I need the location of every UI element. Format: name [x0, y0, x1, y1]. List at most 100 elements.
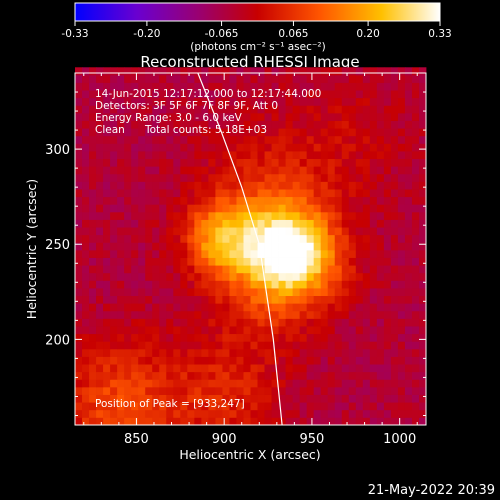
heatmap-cell [180, 158, 188, 167]
heatmap-cell [369, 82, 378, 91]
heatmap-cell [397, 333, 406, 342]
heatmap-cell [271, 67, 279, 76]
heatmap-cell [404, 379, 413, 388]
heatmap-cell [264, 158, 272, 167]
heatmap-cell [166, 379, 174, 388]
heatmap-cell [243, 386, 251, 395]
heatmap-cell [362, 211, 371, 220]
heatmap-cell [173, 242, 181, 251]
heatmap-cell [285, 333, 294, 342]
heatmap-cell [152, 318, 160, 327]
heatmap-cell [187, 333, 195, 342]
heatmap-cell [411, 128, 420, 137]
heatmap-cell [96, 74, 104, 83]
heatmap-cell [131, 318, 139, 327]
heatmap-cell [376, 341, 385, 350]
heatmap-cell [299, 242, 308, 251]
heatmap-cell [208, 272, 216, 281]
heatmap-cell [397, 234, 406, 243]
heatmap-cell [264, 204, 272, 213]
heatmap-cell [404, 211, 413, 220]
heatmap-cell [243, 280, 251, 289]
heatmap-cell [96, 249, 104, 258]
heatmap-cell [229, 90, 237, 99]
heatmap-cell [369, 249, 378, 258]
heatmap-cell [362, 417, 371, 426]
heatmap-cell [229, 181, 237, 190]
heatmap-cell [75, 371, 83, 380]
heatmap-cell [362, 67, 371, 76]
heatmap-cell [404, 242, 413, 251]
heatmap-cell [313, 356, 322, 365]
heatmap-cell [236, 234, 244, 243]
heatmap-cell [327, 257, 336, 266]
heatmap-cell [383, 379, 392, 388]
heatmap-cell [166, 417, 174, 426]
heatmap-cell [152, 151, 160, 160]
heatmap-cell [369, 196, 378, 205]
heatmap-cell [411, 249, 420, 258]
heatmap-cell [418, 74, 427, 83]
heatmap-cell [362, 135, 371, 144]
heatmap-cell [404, 219, 413, 228]
heatmap-cell [180, 265, 188, 274]
heatmap-cell [243, 265, 251, 274]
heatmap-cell [250, 166, 258, 175]
heatmap-cell [124, 409, 132, 418]
heatmap-cell [208, 356, 216, 365]
heatmap-cell [243, 204, 251, 213]
heatmap-cell [292, 265, 301, 274]
heatmap-cell [320, 181, 329, 190]
heatmap-cell [229, 364, 237, 373]
heatmap-cell [159, 341, 167, 350]
heatmap-cell [390, 333, 399, 342]
heatmap-cell [243, 356, 251, 365]
heatmap-cell [404, 295, 413, 304]
heatmap-cell [320, 394, 329, 403]
heatmap-cell [362, 105, 371, 114]
heatmap-cell [306, 386, 315, 395]
heatmap-cell [348, 257, 357, 266]
heatmap-cell [348, 181, 357, 190]
heatmap-cell [334, 257, 343, 266]
heatmap-cell [194, 189, 202, 198]
heatmap-cell [355, 280, 364, 289]
heatmap-cell [250, 234, 258, 243]
heatmap-cell [110, 303, 118, 312]
heatmap-cell [278, 257, 286, 266]
heatmap-cell [124, 120, 132, 129]
heatmap-cell [383, 90, 392, 99]
heatmap-cell [418, 219, 427, 228]
heatmap-cell [320, 310, 329, 319]
heatmap-cell [299, 288, 308, 297]
heatmap-cell [369, 189, 378, 198]
heatmap-cell [180, 364, 188, 373]
heatmap-cell [411, 318, 420, 327]
heatmap-cell [404, 158, 413, 167]
heatmap-cell [152, 135, 160, 144]
heatmap-cell [229, 310, 237, 319]
heatmap-cell [411, 417, 420, 426]
heatmap-cell [376, 272, 385, 281]
heatmap-cell [355, 272, 364, 281]
heatmap-cell [117, 280, 125, 289]
heatmap-cell [397, 310, 406, 319]
heatmap-cell [173, 356, 181, 365]
heatmap-cell [180, 67, 188, 76]
heatmap-cell [404, 417, 413, 426]
heatmap-cell [131, 280, 139, 289]
heatmap-cell [82, 189, 90, 198]
heatmap-cell [229, 97, 237, 106]
heatmap-cell [215, 409, 223, 418]
heatmap-cell [159, 105, 167, 114]
heatmap-cell [152, 249, 160, 258]
heatmap-cell [243, 288, 251, 297]
heatmap-cell [110, 82, 118, 91]
heatmap-cell [271, 196, 279, 205]
heatmap-cell [313, 326, 322, 335]
heatmap-cell [229, 303, 237, 312]
heatmap-cell [390, 402, 399, 411]
heatmap-cell [229, 196, 237, 205]
heatmap-cell [292, 143, 301, 152]
heatmap-cell [397, 128, 406, 137]
